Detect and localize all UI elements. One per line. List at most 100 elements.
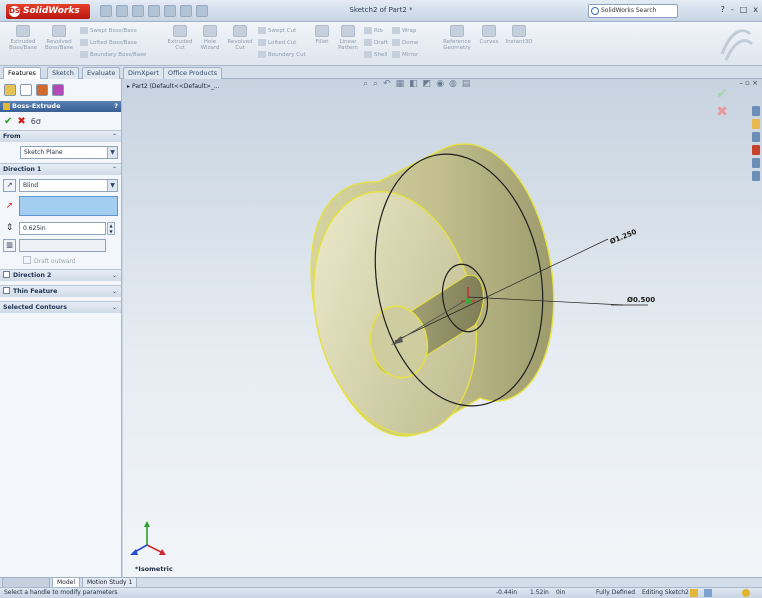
shell-button[interactable]: Shell	[364, 51, 387, 58]
revolved-cut-button[interactable]: Revolved Cut	[226, 25, 254, 51]
fillet-button[interactable]: Fillet	[312, 25, 332, 45]
boundary-cut-button[interactable]: Boundary Cut	[258, 51, 306, 58]
direction2-header[interactable]: Direction 2 ⌄	[0, 270, 121, 281]
help-icon[interactable]: ?	[114, 102, 118, 110]
from-select[interactable]: Sketch Plane ▼	[20, 146, 118, 159]
cancel-button[interactable]: ✖	[17, 115, 26, 127]
spin-arrows-icon[interactable]: ▲ ▼	[107, 222, 115, 235]
confirm-cancel-icon[interactable]: ✖	[716, 104, 728, 120]
depth-input[interactable]: 0.625in ▲ ▼	[19, 222, 115, 235]
outer-diameter-dimension[interactable]: Ø1.250	[609, 228, 638, 246]
tab-sketch[interactable]: Sketch	[47, 67, 79, 79]
extruded-cut-button[interactable]: Extruded Cut	[166, 25, 194, 51]
draft-button[interactable]: Draft	[364, 39, 388, 46]
instant3d-button[interactable]: Instant3D	[504, 25, 534, 45]
revolved-boss-button[interactable]: Revolved Boss/Base	[44, 25, 74, 51]
viewport-window-controls[interactable]: – ▫ ×	[739, 79, 758, 87]
dimxpert-manager-icon[interactable]	[52, 84, 64, 96]
linear-pattern-button[interactable]: Linear Pattern	[336, 25, 360, 51]
search-tab-icon[interactable]	[752, 145, 760, 155]
edit-appearance-icon[interactable]: ◍	[449, 79, 457, 89]
tab-features[interactable]: Features	[3, 67, 41, 79]
mirror-button[interactable]: Mirror	[392, 51, 418, 58]
search-input[interactable]: SolidWorks Search	[588, 4, 678, 18]
rib-button[interactable]: Rib	[364, 27, 383, 34]
graphics-area[interactable]: Part2 (Default<<Default>_... ⌕ ⌕ ↶ ▦ ◧ ◩…	[123, 79, 762, 577]
hide-show-items-icon[interactable]: ◉	[436, 79, 445, 89]
expand-chevron-icon[interactable]: ⌄	[111, 304, 117, 311]
sketch-outer-circle[interactable]	[356, 141, 562, 420]
from-header[interactable]: From ⌃	[0, 131, 121, 142]
lofted-boss-button[interactable]: Lofted Boss/Base	[80, 39, 137, 46]
tab-dimxpert[interactable]: DimXpert	[123, 67, 164, 79]
appearances-tab-icon[interactable]	[752, 171, 760, 181]
expand-chevron-icon[interactable]: ⌄	[111, 288, 117, 295]
previous-view-icon[interactable]: ↶	[383, 79, 391, 89]
reverse-direction-icon[interactable]: ↗	[3, 179, 16, 192]
swept-cut-button[interactable]: Swept Cut	[258, 27, 296, 34]
collapse-chevron-icon[interactable]: ⌃	[111, 166, 117, 173]
ok-button[interactable]: ✔	[4, 115, 13, 127]
draft-angle-input[interactable]	[19, 239, 106, 252]
options-icon[interactable]	[196, 5, 208, 17]
draft-toggle-icon[interactable]: ▥	[3, 239, 16, 252]
close-button[interactable]: x	[753, 5, 758, 14]
quick-tips-icon[interactable]	[704, 589, 712, 597]
part-model[interactable]: Ø1.250 Ø0.500	[123, 79, 762, 577]
boundary-boss-button[interactable]: Boundary Boss/Base	[80, 51, 146, 58]
zoom-to-fit-icon[interactable]: ⌕	[363, 79, 369, 89]
detailed-preview-button[interactable]: 6σ	[30, 116, 41, 126]
zoom-to-area-icon[interactable]: ⌕	[373, 79, 379, 89]
configuration-manager-icon[interactable]	[36, 84, 48, 96]
collapse-chevron-icon[interactable]: ⌃	[111, 133, 117, 140]
inner-diameter-dimension[interactable]: Ø0.500	[627, 296, 655, 304]
undo-icon[interactable]	[164, 5, 176, 17]
display-style-icon[interactable]: ◩	[422, 79, 432, 89]
minimize-button[interactable]: -	[730, 5, 734, 14]
resources-tab-icon[interactable]	[752, 106, 760, 116]
flyout-feature-tree[interactable]: Part2 (Default<<Default>_...	[127, 83, 220, 90]
direction1-header[interactable]: Direction 1 ⌃	[0, 164, 121, 175]
selected-contours-header[interactable]: Selected Contours ⌄	[0, 302, 121, 313]
apply-scene-icon[interactable]: ▤	[461, 79, 471, 89]
save-icon[interactable]	[132, 5, 144, 17]
design-library-tab-icon[interactable]	[752, 119, 760, 129]
rebuild-status-icon[interactable]	[690, 589, 698, 597]
direction-selection-box[interactable]	[19, 196, 118, 216]
new-document-icon[interactable]	[100, 5, 112, 17]
view-palette-tab-icon[interactable]	[752, 158, 760, 168]
draft-outward-checkbox[interactable]: Draft outward	[3, 256, 118, 265]
end-condition-row: ↗ Blind ▼	[3, 179, 118, 192]
maximize-button[interactable]: □	[739, 5, 748, 14]
file-explorer-tab-icon[interactable]	[752, 132, 760, 142]
tab-office-products[interactable]: Office Products	[163, 67, 223, 79]
extruded-boss-button[interactable]: Extruded Boss/Base	[8, 25, 38, 51]
hole-wizard-button[interactable]: Hole Wizard	[198, 25, 222, 51]
rebuild-icon[interactable]	[180, 5, 192, 17]
sketch-inner-circle[interactable]	[437, 261, 492, 336]
extrude-arrow[interactable]	[393, 299, 467, 344]
direction2-checkbox[interactable]	[3, 271, 10, 278]
notification-icon[interactable]	[742, 589, 750, 597]
open-icon[interactable]	[116, 5, 128, 17]
lofted-cut-button[interactable]: Lofted Cut	[258, 39, 296, 46]
feature-manager-icon[interactable]	[4, 84, 16, 96]
swept-boss-button[interactable]: Swept Boss/Base	[80, 27, 137, 34]
view-orientation-icon[interactable]: ◧	[409, 79, 418, 89]
help-button[interactable]: ?	[720, 5, 725, 14]
reference-geometry-button[interactable]: Reference Geometry	[440, 25, 474, 51]
curves-button[interactable]: Curves	[478, 25, 500, 45]
wrap-button[interactable]: Wrap	[392, 27, 416, 34]
thin-feature-checkbox[interactable]	[3, 287, 10, 294]
print-icon[interactable]	[148, 5, 160, 17]
property-manager-icon[interactable]	[20, 84, 32, 96]
solidworks-logo[interactable]: DS SolidWorks	[6, 4, 90, 19]
dome-button[interactable]: Dome	[392, 39, 418, 46]
confirm-ok-icon[interactable]: ✔	[716, 86, 728, 102]
tab-evaluate[interactable]: Evaluate	[82, 67, 121, 79]
section-view-icon[interactable]: ▦	[395, 79, 405, 89]
end-condition-select[interactable]: Blind ▼	[19, 179, 118, 192]
expand-chevron-icon[interactable]: ⌄	[111, 272, 117, 279]
extrude-handle[interactable]	[465, 298, 471, 304]
thin-feature-header[interactable]: Thin Feature ⌄	[0, 286, 121, 297]
